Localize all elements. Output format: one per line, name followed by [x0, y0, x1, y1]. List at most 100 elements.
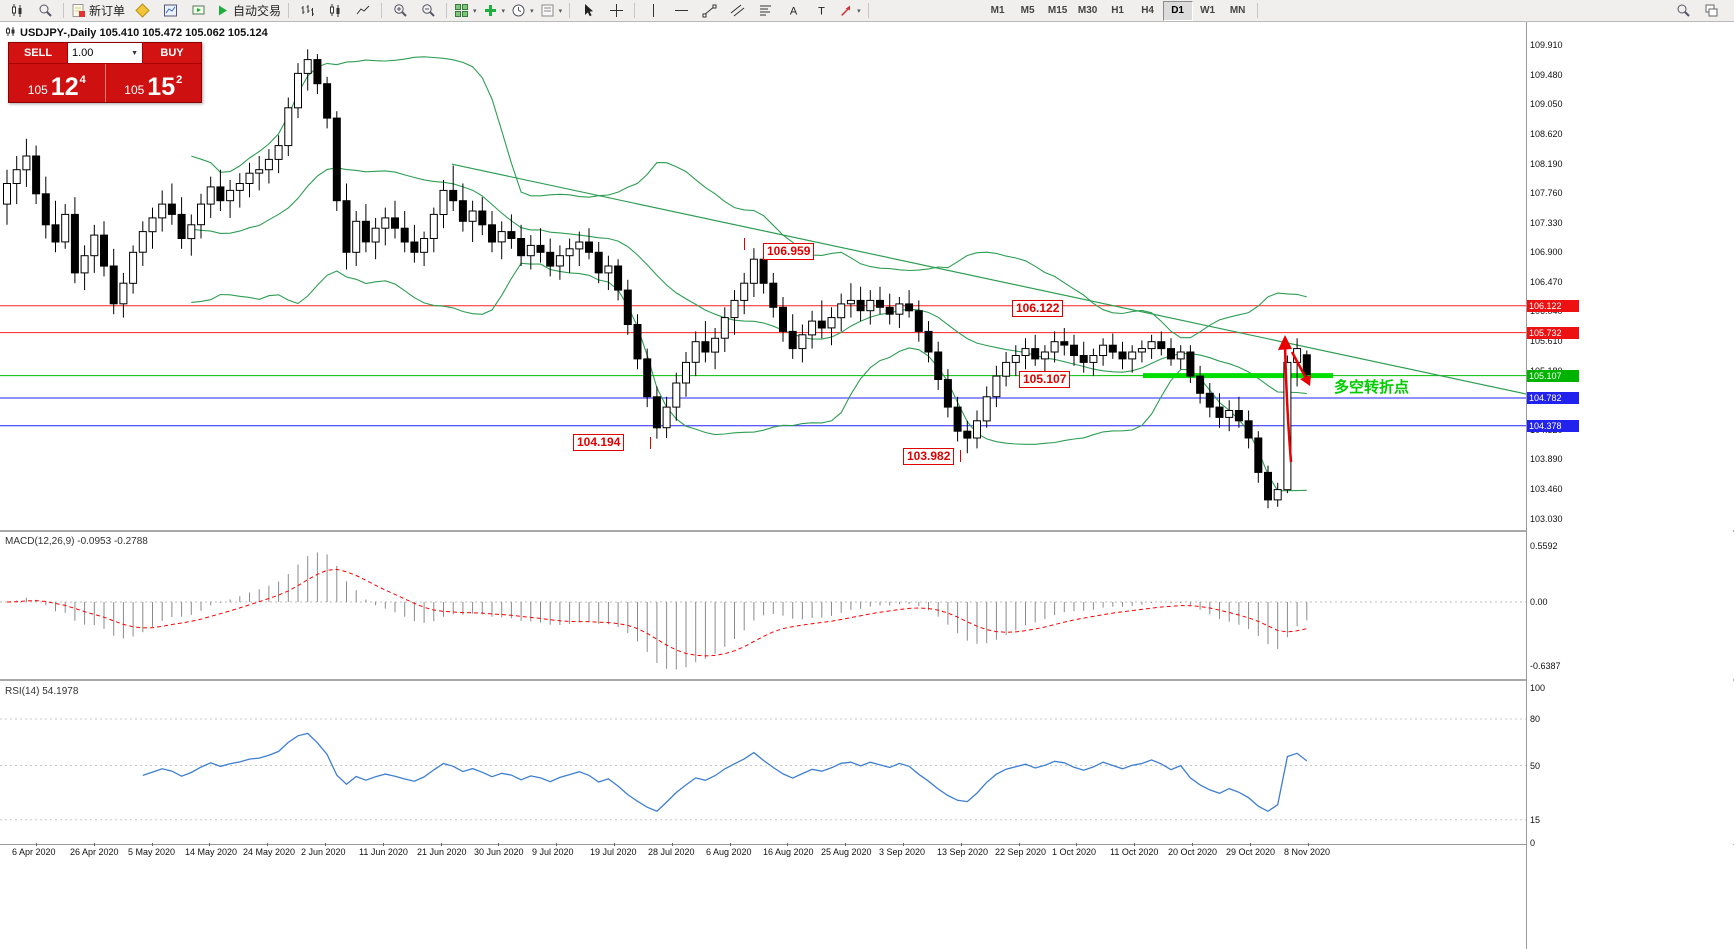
tf-m15-label: M15: [1047, 5, 1068, 16]
toolbar-separator: [634, 3, 636, 18]
vertical-line-button[interactable]: [639, 0, 667, 22]
rsi-scale-label: 0: [1530, 838, 1536, 848]
trendline-button[interactable]: [695, 0, 723, 22]
new-order-button[interactable]: 新订单: [68, 0, 128, 22]
market-watch-button[interactable]: [156, 0, 184, 22]
autotrading-button[interactable]: 自动交易: [212, 0, 284, 22]
timeframe-group: M1 M5 M15 M30 H1 H4 D1 W1 MN: [983, 0, 1253, 21]
periods-icon: [511, 3, 526, 18]
price-axis-label: 106.470: [1530, 277, 1563, 287]
date-label: 16 Aug 2020: [763, 847, 814, 857]
zoom-in-button[interactable]: [386, 0, 414, 22]
tf-m15[interactable]: M15: [1043, 1, 1073, 21]
fibonacci-button[interactable]: [751, 0, 779, 22]
lot-caret-icon[interactable]: ▼: [131, 49, 138, 57]
tf-h4[interactable]: H4: [1133, 1, 1163, 21]
price-level-badge: 104.782: [1527, 392, 1579, 404]
time-axis-tick: [845, 843, 846, 846]
rsi-panel: [0, 718, 1526, 821]
chart-title-text: USDJPY-,Daily 105.410 105.472 105.062 10…: [20, 27, 268, 39]
date-label: 19 Jul 2020: [590, 847, 637, 857]
periods-button[interactable]: ▾: [508, 0, 537, 22]
chevron-down-icon[interactable]: ▾: [501, 7, 506, 15]
text-button[interactable]: A: [779, 0, 807, 22]
zoom-out-button[interactable]: [414, 0, 442, 22]
right-group: [1669, 0, 1725, 22]
cursor-icon: [581, 3, 596, 18]
crosshair-button[interactable]: [602, 0, 630, 22]
chevron-down-icon[interactable]: ▾: [473, 7, 477, 15]
time-axis-tick: [267, 843, 268, 846]
metaeditor-button[interactable]: [128, 0, 156, 22]
tf-h1[interactable]: H1: [1103, 1, 1133, 21]
chevron-down-icon[interactable]: ▾: [857, 7, 861, 15]
price-axis[interactable]: 109.910 109.480 109.050 108.620 108.190 107.7…: [1527, 22, 1733, 949]
date-label: 26 Apr 2020: [70, 847, 119, 857]
channel-icon: [730, 3, 745, 18]
tf-w1[interactable]: W1: [1193, 1, 1223, 21]
price-axis-label: 103.030: [1530, 514, 1563, 524]
templates-button[interactable]: ▾: [537, 0, 566, 22]
date-label: 14 May 2020: [185, 847, 238, 857]
price-axis-label: 108.620: [1530, 129, 1563, 139]
new-chart-button[interactable]: [3, 0, 31, 22]
buy-button[interactable]: BUY: [143, 43, 201, 63]
main-chart[interactable]: [0, 22, 1526, 533]
horizontal-line-button[interactable]: [667, 0, 695, 22]
price-level-badge: 104.378: [1527, 420, 1579, 432]
tf-h4-label: H4: [1141, 5, 1154, 16]
magchart-icon: [38, 3, 53, 18]
time-axis-line: [0, 844, 1734, 845]
time-axis-tick: [1192, 843, 1193, 846]
magchart-icon: [1676, 3, 1691, 18]
date-label: 13 Sep 2020: [937, 847, 989, 857]
arrange-windows-button[interactable]: [1697, 0, 1725, 22]
indicators-button[interactable]: ▾: [480, 0, 509, 22]
date-label: 11 Oct 2020: [1110, 847, 1159, 857]
vline-icon: [646, 3, 661, 18]
arrange-icon: [1704, 3, 1719, 18]
tile-windows-button[interactable]: ▾: [451, 0, 480, 22]
buy-price[interactable]: 105 15 2: [104, 64, 202, 102]
date-label: 20 Oct 2020: [1168, 847, 1218, 857]
strategy-tester-button[interactable]: [184, 0, 212, 22]
cursor-button[interactable]: [574, 0, 602, 22]
chart-icon: [5, 26, 16, 40]
panel-splitter-rsi[interactable]: [0, 679, 1734, 681]
tf-d1-label: D1: [1171, 5, 1184, 16]
shapes-button[interactable]: ▾: [835, 0, 864, 22]
tf-m1[interactable]: M1: [983, 1, 1013, 21]
tf-d1[interactable]: D1: [1162, 0, 1193, 21]
label-button[interactable]: T: [807, 0, 835, 22]
line-chart-type-button[interactable]: [349, 0, 377, 22]
sell-button[interactable]: SELL: [9, 43, 67, 63]
date-label: 24 May 2020: [243, 847, 296, 857]
tf-mn[interactable]: MN: [1223, 1, 1253, 21]
sell-price[interactable]: 105 12 4: [27, 73, 86, 101]
rsi-scale-label: 50: [1530, 761, 1541, 771]
time-axis[interactable]: 6 Apr 2020 26 Apr 2020 5 May 2020 14 May…: [0, 843, 1734, 861]
candlestick-type-button[interactable]: [321, 0, 349, 22]
search-button[interactable]: [1669, 0, 1697, 22]
panel-splitter-macd[interactable]: [0, 530, 1734, 532]
chevron-down-icon[interactable]: ▾: [530, 7, 534, 15]
tf-m5[interactable]: M5: [1013, 1, 1043, 21]
macd-panel: [0, 552, 1526, 670]
rsi-scale-label: 15: [1530, 815, 1541, 825]
channel-button[interactable]: [723, 0, 751, 22]
toolbar-separator: [381, 3, 383, 18]
crosshair-icon: [609, 3, 624, 18]
macd-label: MACD(12,26,9) -0.0953 -0.2788: [5, 536, 148, 547]
chevron-down-icon[interactable]: ▾: [558, 7, 563, 15]
time-axis-tick: [787, 843, 788, 846]
time-axis-tick: [383, 843, 384, 846]
price-axis-label: 107.330: [1530, 218, 1563, 228]
bar-chart-type-button[interactable]: [293, 0, 321, 22]
lot-size-input[interactable]: 1.00 ▼: [67, 43, 143, 63]
barstype-icon: [300, 3, 315, 18]
chart-profiles-button[interactable]: [31, 0, 59, 22]
toolbar-separator: [867, 3, 869, 18]
draw-group: A T ▾: [639, 0, 864, 22]
tf-m30[interactable]: M30: [1073, 1, 1103, 21]
tf-m5-label: M5: [1020, 5, 1035, 16]
